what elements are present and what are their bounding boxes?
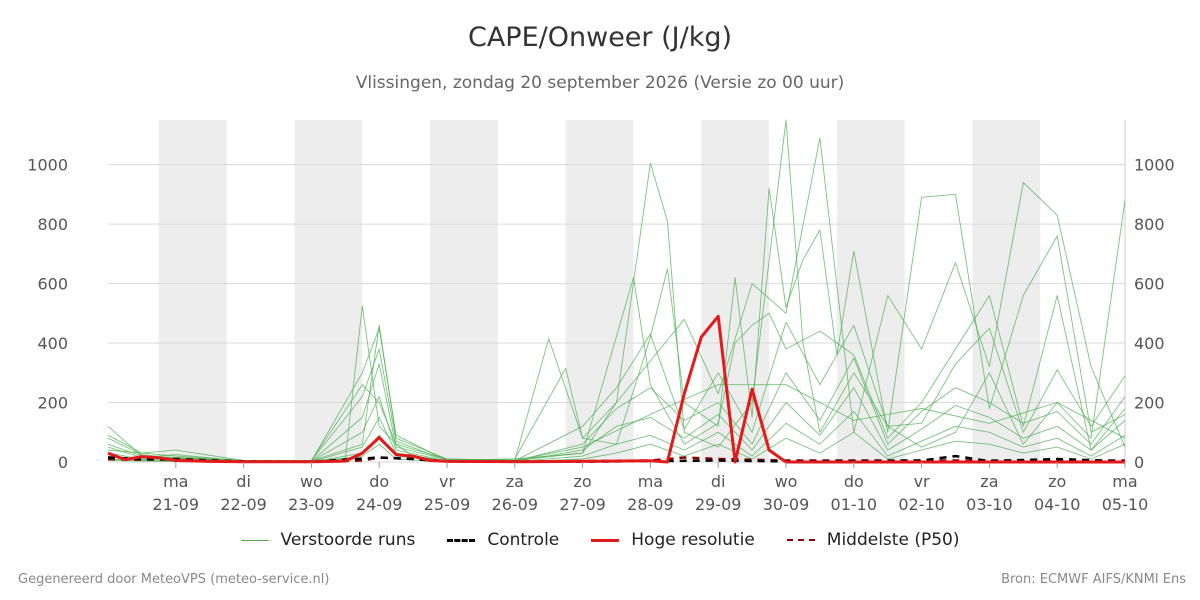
x-tick-weekday: za (980, 472, 998, 491)
x-tick-date: 24-09 (356, 495, 403, 514)
ensemble-member-line (107, 277, 1126, 462)
x-tick-date: 22-09 (220, 495, 267, 514)
legend-swatch-perturbed (240, 539, 269, 541)
y-tick-label-left: 0 (58, 453, 68, 472)
x-tick-date: 02-10 (898, 495, 945, 514)
weekend-band (158, 120, 227, 462)
legend-item-median: Middelste (P50) (786, 530, 960, 550)
legend-label-high-res: Hoge resolutie (631, 530, 755, 550)
y-tick-label-right: 800 (1134, 215, 1165, 234)
x-tick-date: 03-10 (966, 495, 1013, 514)
footer-generated-by: Gegenereerd door MeteoVPS (meteo-service… (18, 572, 330, 587)
axis-labels: 0 0 200 200 400 400 600 600 800 800 1000 1000 ma 21-0… (27, 156, 1174, 514)
y-tick-label-right: 400 (1134, 334, 1165, 353)
y-tick-label-right: 1000 (1134, 156, 1175, 175)
x-tick-weekday: wo (775, 472, 798, 491)
x-tick-weekday: zo (1048, 472, 1066, 491)
x-tick-weekday: di (711, 472, 726, 491)
x-tick-date: 30-09 (763, 495, 810, 514)
legend: Verstoorde runs Controle Hoge resolutie … (0, 530, 1200, 550)
weekend-band (294, 120, 363, 462)
x-tick-weekday: vr (914, 472, 930, 491)
ensemble-member-line (107, 137, 1126, 462)
main-lines (107, 314, 1126, 464)
x-tick-date: 04-10 (1034, 495, 1081, 514)
x-tick-date: 25-09 (424, 495, 471, 514)
x-tick-weekday: di (236, 472, 251, 491)
x-tick-date: 23-09 (288, 495, 335, 514)
page-title: CAPE/Onweer (J/kg) (467, 22, 732, 53)
y-tick-label-left: 200 (37, 394, 68, 413)
high-res-line (107, 314, 1125, 464)
x-tick-date: 01-10 (831, 495, 878, 514)
x-tick-date: 29-09 (695, 495, 742, 514)
x-tick-weekday: ma (1112, 472, 1137, 491)
legend-swatch-high-res (591, 538, 620, 542)
y-tick-label-left: 400 (37, 334, 68, 353)
y-tick-label-left: 800 (37, 215, 68, 234)
ensemble-member-line (107, 357, 1126, 463)
y-tick-label-right: 600 (1134, 275, 1165, 294)
x-tick-date: 28-09 (627, 495, 674, 514)
y-tick-label-right: 200 (1134, 394, 1165, 413)
legend-item-perturbed: Verstoorde runs (240, 530, 416, 550)
x-tick-date: 26-09 (492, 495, 539, 514)
legend-item-high-res: Hoge resolutie (591, 530, 755, 550)
y-tick-label-left: 600 (37, 275, 68, 294)
legend-label-perturbed: Verstoorde runs (280, 530, 416, 550)
x-tick-weekday: do (844, 472, 864, 491)
weekend-band (430, 120, 498, 462)
ensemble-member-line (107, 387, 1126, 463)
legend-swatch-median (786, 539, 815, 541)
y-tick-label-right: 0 (1134, 453, 1144, 472)
page-subtitle: Vlissingen, zondag 20 september 2026 (Ve… (355, 73, 845, 93)
x-tick-weekday: do (369, 472, 389, 491)
x-tick-date: 05-10 (1102, 495, 1149, 514)
legend-label-control: Controle (487, 530, 560, 550)
ensemble-member-line (107, 321, 1126, 462)
x-tick-date: 27-09 (559, 495, 606, 514)
x-tick-weekday: zo (574, 472, 592, 491)
legend-item-control: Controle (447, 530, 559, 550)
x-tick-weekday: vr (439, 472, 455, 491)
x-tick-weekday: wo (300, 472, 323, 491)
ensemble-member-line (107, 187, 1126, 462)
y-tick-label-left: 1000 (27, 156, 68, 175)
legend-swatch-control (447, 538, 476, 542)
weekend-band (836, 120, 905, 462)
footer-source: Bron: ECMWF AIFS/KNMI Ens (1001, 572, 1186, 587)
x-tick-date: 21-09 (153, 495, 200, 514)
legend-label-median: Middelste (P50) (826, 530, 960, 550)
x-tick-weekday: za (506, 472, 524, 491)
x-tick-weekday: ma (163, 472, 188, 491)
x-tick-weekday: ma (638, 472, 663, 491)
ensemble-member-line (107, 410, 1126, 463)
